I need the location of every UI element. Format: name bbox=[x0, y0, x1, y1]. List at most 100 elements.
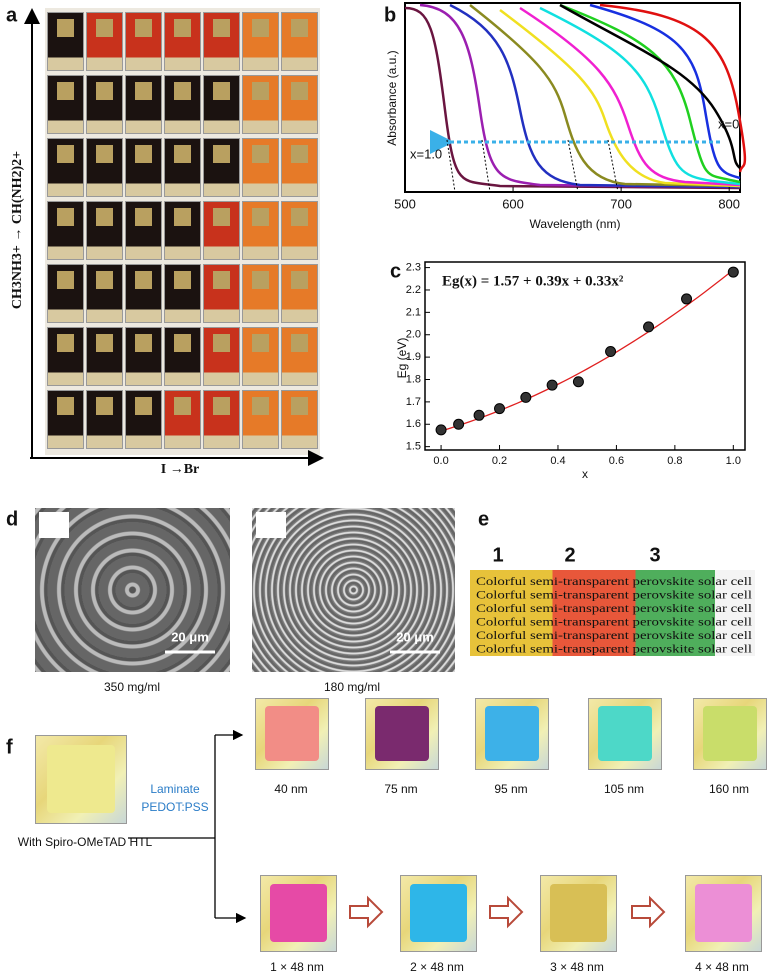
device bbox=[164, 327, 201, 386]
device bbox=[47, 138, 84, 197]
device bbox=[86, 327, 123, 386]
x-tick-label: 0.4 bbox=[550, 455, 565, 467]
flow-arrows bbox=[128, 729, 247, 924]
device bbox=[164, 75, 201, 134]
device bbox=[164, 264, 201, 323]
photo-a bbox=[45, 8, 320, 455]
y-tick-label: 1.8 bbox=[406, 373, 421, 385]
caption: 75 nm bbox=[384, 782, 417, 796]
plot-frame bbox=[404, 2, 741, 193]
axis-label: I →Br bbox=[161, 462, 200, 477]
plot-frame bbox=[424, 261, 746, 451]
device bbox=[125, 75, 162, 134]
device bbox=[164, 138, 201, 197]
device bbox=[281, 264, 318, 323]
device bbox=[47, 201, 84, 260]
panel-label: a bbox=[6, 4, 18, 26]
device bbox=[86, 12, 123, 71]
text-row: Colorful semi-transparent perovskite sol… bbox=[476, 614, 753, 628]
device bbox=[86, 390, 123, 449]
panel-label: e bbox=[478, 508, 489, 530]
device bbox=[125, 327, 162, 386]
panel-label: f bbox=[6, 736, 13, 758]
device bbox=[281, 327, 318, 386]
panel-label: d bbox=[6, 508, 18, 530]
device bbox=[86, 138, 123, 197]
device bbox=[242, 12, 279, 71]
sample bbox=[540, 875, 617, 952]
point bbox=[546, 379, 558, 391]
tangent-lines bbox=[446, 139, 619, 193]
point bbox=[453, 418, 465, 430]
caption: With Spiro-OMeTAD HTL bbox=[18, 835, 153, 849]
point bbox=[605, 346, 617, 358]
text-row: Colorful semi-transparent perovskite sol… bbox=[476, 601, 753, 615]
device bbox=[164, 390, 201, 449]
number: 2 bbox=[564, 544, 575, 566]
point bbox=[473, 409, 485, 421]
sample bbox=[475, 698, 549, 770]
text-row: Colorful semi-transparent perovskite sol… bbox=[476, 628, 753, 642]
text-row: Colorful semi-transparent perovskite sol… bbox=[476, 587, 753, 601]
device bbox=[86, 75, 123, 134]
device bbox=[203, 264, 240, 323]
method: Laminate bbox=[150, 782, 200, 796]
absorbance-curves bbox=[404, 3, 747, 190]
device bbox=[125, 264, 162, 323]
y-tick-label: 2.1 bbox=[406, 306, 421, 318]
device bbox=[242, 390, 279, 449]
point bbox=[681, 293, 693, 305]
y-tick-label: 1.5 bbox=[406, 441, 421, 453]
device bbox=[242, 201, 279, 260]
device bbox=[242, 75, 279, 134]
x-tick-label: 500 bbox=[394, 196, 416, 211]
number: 1 bbox=[492, 544, 503, 566]
caption: 1 × 48 nm bbox=[270, 960, 324, 974]
x-axis-label: x bbox=[582, 467, 588, 481]
scale-label: 20 μm bbox=[396, 629, 434, 644]
caption: 4 × 48 nm bbox=[695, 960, 749, 974]
point bbox=[572, 376, 584, 388]
device bbox=[242, 138, 279, 197]
device bbox=[281, 12, 318, 71]
x-tick-label: 0.8 bbox=[667, 455, 682, 467]
device bbox=[281, 201, 318, 260]
caption: 40 nm bbox=[274, 782, 307, 796]
sample bbox=[588, 698, 662, 770]
device bbox=[203, 327, 240, 386]
device bbox=[281, 75, 318, 134]
device bbox=[203, 12, 240, 71]
x-tick-label: 700 bbox=[610, 196, 632, 211]
y-tick-label: 2.0 bbox=[406, 329, 421, 341]
point bbox=[727, 266, 739, 278]
device bbox=[125, 138, 162, 197]
step-arrows bbox=[349, 895, 666, 929]
sample bbox=[260, 875, 337, 952]
caption: 3 × 48 nm bbox=[550, 960, 604, 974]
y-tick-label: 1.9 bbox=[406, 351, 421, 363]
method: PEDOT:PSS bbox=[141, 800, 208, 814]
sample bbox=[365, 698, 439, 770]
caption: 160 nm bbox=[709, 782, 749, 796]
point bbox=[494, 403, 506, 415]
device bbox=[47, 390, 84, 449]
annotation: x=1.0 bbox=[410, 146, 442, 161]
annotation: x=0 bbox=[718, 116, 739, 131]
sem-image bbox=[35, 508, 230, 672]
sample bbox=[255, 698, 329, 770]
caption: 350 mg/ml bbox=[104, 680, 160, 694]
point bbox=[643, 321, 655, 333]
sample bbox=[35, 735, 127, 824]
caption: 2 × 48 nm bbox=[410, 960, 464, 974]
photo-e bbox=[470, 570, 755, 656]
sample bbox=[693, 698, 767, 770]
caption: 105 nm bbox=[604, 782, 644, 796]
x-tick-label: 0.0 bbox=[433, 455, 448, 467]
panel-label: c bbox=[390, 260, 401, 282]
x-tick-label: 0.6 bbox=[609, 455, 624, 467]
device bbox=[86, 201, 123, 260]
device bbox=[203, 390, 240, 449]
axis-label: CH3NH3+ → CH(NH2)2+ bbox=[10, 151, 25, 309]
y-axis-label: Eg (eV) bbox=[395, 338, 409, 379]
point bbox=[520, 391, 532, 403]
